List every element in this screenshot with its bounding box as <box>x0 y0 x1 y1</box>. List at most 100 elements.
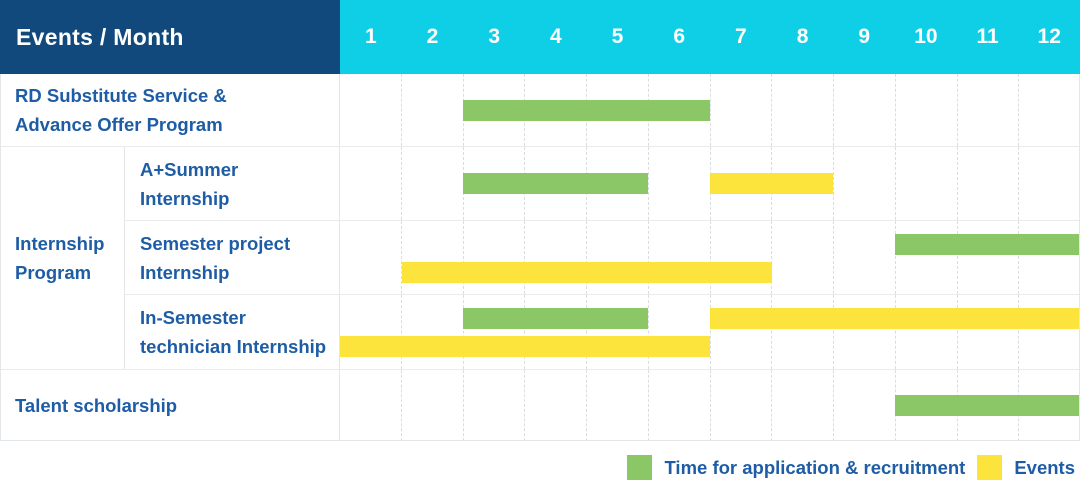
month-gridcell <box>833 74 895 146</box>
month-gridcell <box>1018 147 1080 220</box>
month-gridcell <box>833 370 895 441</box>
row-label-rd-substitute: RD Substitute Service & Advance Offer Pr… <box>0 74 340 146</box>
month-gridcell <box>833 147 895 220</box>
month-gridcell <box>400 74 463 146</box>
month-gridcell <box>340 147 401 220</box>
gantt-bar-application <box>895 234 1080 255</box>
month-gridcell <box>524 370 586 441</box>
yellow-swatch-icon <box>977 455 1003 480</box>
month-gridcell <box>894 147 957 220</box>
month-gridcell <box>340 221 401 294</box>
month-header-8: 8 <box>796 25 809 48</box>
row-label-in-semester: In-Semester technician Internship <box>125 294 340 369</box>
month-gridcell <box>771 74 833 146</box>
month-gridcell <box>400 295 463 369</box>
month-gridcell <box>894 74 957 146</box>
chart-row-in-semester <box>340 294 1080 369</box>
group-label-line: Internship <box>15 233 105 254</box>
month-gridcell <box>400 370 463 441</box>
month-header-6: 6 <box>673 25 686 48</box>
month-gridcell <box>524 295 586 369</box>
month-gridcell <box>647 221 710 294</box>
group-label-line: Program <box>15 262 92 283</box>
chart-row-rd-substitute <box>340 74 1080 146</box>
month-gridcell <box>894 295 957 369</box>
month-gridcell <box>462 295 525 369</box>
gantt-bar-application <box>463 173 649 194</box>
row-label-line: technician Internship <box>140 336 327 357</box>
month-gridcell <box>1018 295 1080 369</box>
month-header-5: 5 <box>611 25 624 48</box>
month-gridcell <box>956 74 1019 146</box>
month-gridcell <box>1018 74 1080 146</box>
gantt-bar-events <box>710 308 1080 329</box>
month-gridcell <box>894 221 957 294</box>
month-gridcell <box>833 295 895 369</box>
green-swatch-icon <box>627 455 653 480</box>
month-gridcell <box>771 295 833 369</box>
month-header-12: 12 <box>1037 25 1061 48</box>
gantt-bar-events <box>340 336 710 357</box>
table-title: Events / Month <box>0 0 340 74</box>
month-gridcell <box>340 370 401 441</box>
row-label-line: RD Substitute Service & <box>15 85 227 106</box>
month-gridlines <box>340 221 1080 294</box>
gantt-bar-application <box>895 395 1080 416</box>
row-label-line: In-Semester <box>140 307 246 328</box>
row-label-line: A+Summer <box>140 158 239 180</box>
chart-row-talent-scholarship <box>340 369 1080 441</box>
table-body: RD Substitute Service & Advance Offer Pr… <box>0 74 1080 441</box>
month-header-3: 3 <box>488 25 501 48</box>
month-gridcell <box>462 221 525 294</box>
month-gridcell <box>340 295 401 369</box>
chart-legend: Time for application & recruitment Event… <box>0 441 1080 494</box>
row-label-line: Talent scholarship <box>15 395 178 416</box>
gantt-chart: Events / Month 1 2 3 4 5 6 7 8 9 10 11 12 RD Substi… <box>0 0 1080 441</box>
row-label-line: Semester project <box>140 232 291 254</box>
month-gridcell <box>956 147 1019 220</box>
gantt-bar-application <box>463 308 649 329</box>
legend-label: Events <box>1014 456 1075 478</box>
month-gridcell <box>647 147 710 220</box>
month-gridcell <box>586 295 648 369</box>
month-header-10: 10 <box>914 25 938 48</box>
month-gridcell <box>586 221 648 294</box>
table-header-row: Events / Month 1 2 3 4 5 6 7 8 9 10 11 12 <box>0 0 1080 74</box>
legend-item-events: Events <box>977 455 1075 480</box>
month-gridcell <box>709 295 772 369</box>
month-gridcell <box>833 221 895 294</box>
month-gridlines <box>340 74 1080 146</box>
month-gridcell <box>956 295 1019 369</box>
month-gridcell <box>340 74 401 146</box>
legend-item-application: Time for application & recruitment <box>627 455 965 480</box>
month-gridcell <box>586 370 648 441</box>
row-label-line: Advance Offer Program <box>15 114 223 135</box>
month-header-strip: 1 2 3 4 5 6 7 8 9 10 11 12 <box>340 0 1080 74</box>
month-gridcell <box>1018 221 1080 294</box>
row-label-line: Internship <box>140 261 230 283</box>
month-header-4: 4 <box>550 25 562 48</box>
row-label-line: Internship <box>140 187 230 209</box>
month-gridcell <box>709 370 772 441</box>
month-gridcell <box>647 295 710 369</box>
month-gridcell <box>771 221 833 294</box>
month-gridcell <box>462 370 525 441</box>
month-gridcell <box>771 370 833 441</box>
month-gridcell <box>647 370 710 441</box>
month-gridcell <box>400 221 463 294</box>
gantt-bar-events <box>710 173 834 194</box>
row-label-talent-scholarship: Talent scholarship <box>0 369 340 441</box>
gantt-bar-events <box>401 262 772 283</box>
month-header-11: 11 <box>976 25 999 48</box>
chart-row-a-summer <box>340 146 1080 220</box>
month-gridcell <box>709 221 772 294</box>
group-label-internship-program: Internship Program <box>0 146 125 369</box>
month-header-7: 7 <box>735 25 747 48</box>
month-gridcell <box>524 221 586 294</box>
row-label-a-summer: A+Summer Internship <box>125 146 340 220</box>
month-gridcell <box>956 221 1019 294</box>
month-gridlines <box>340 295 1080 369</box>
month-header-1: 1 <box>364 25 377 48</box>
month-header-9: 9 <box>858 25 871 48</box>
month-gridcell <box>400 147 463 220</box>
